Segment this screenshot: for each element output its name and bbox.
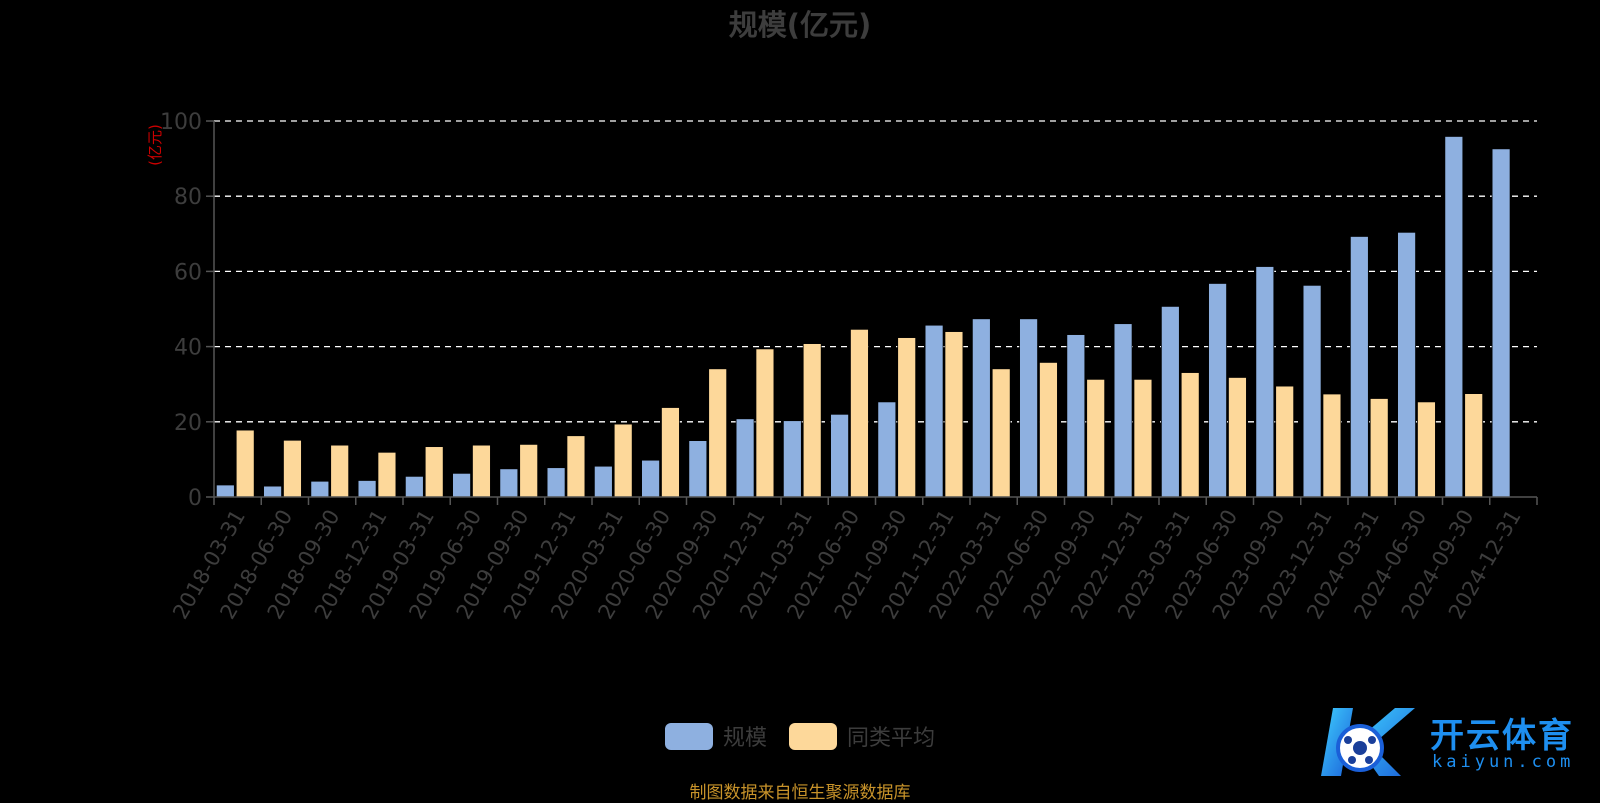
bar-peer-average[interactable] [1133, 378, 1153, 498]
bar-scale[interactable] [688, 440, 708, 498]
bar-scale[interactable] [782, 420, 802, 498]
legend-label-peer-average: 同类平均 [847, 726, 936, 751]
bar-scale[interactable] [830, 413, 849, 498]
bar-scale[interactable] [1113, 323, 1133, 498]
chart-title: 规模(亿元) [728, 8, 872, 42]
watermark-domain: kaiyun.com [1432, 752, 1575, 772]
bar-peer-average[interactable] [283, 439, 302, 498]
bar-scale[interactable] [1302, 284, 1322, 498]
legend-label-scale: 规模 [722, 726, 767, 751]
bar-scale[interactable] [1444, 136, 1464, 498]
bar-peer-average[interactable] [850, 328, 869, 498]
bar-scale[interactable] [924, 324, 944, 498]
bar-scale[interactable] [1160, 305, 1180, 498]
bar-peer-average[interactable] [424, 446, 444, 498]
bar-peer-average[interactable] [330, 444, 350, 498]
y-tick-label: 100 [160, 110, 202, 135]
bar-peer-average[interactable] [1369, 398, 1389, 498]
bar-scale[interactable] [310, 480, 330, 498]
bar-scale[interactable] [1397, 231, 1416, 498]
bar-peer-average[interactable] [802, 343, 822, 498]
y-axis-label: (亿元) [146, 124, 164, 166]
bar-peer-average[interactable] [1417, 401, 1436, 498]
legend-swatch-scale [664, 722, 713, 750]
bar-peer-average[interactable] [991, 368, 1011, 498]
bar-scale[interactable] [1255, 266, 1275, 498]
bar-peer-average[interactable] [1086, 378, 1106, 498]
bar-peer-average[interactable] [708, 368, 728, 498]
bar-scale[interactable] [971, 318, 991, 498]
bar-scale[interactable] [593, 465, 613, 498]
bar-scale[interactable] [499, 468, 519, 498]
y-tick-label: 60 [174, 260, 202, 285]
bars-layer [215, 136, 1511, 498]
bar-peer-average[interactable] [1228, 377, 1247, 498]
y-tick-label: 80 [174, 185, 202, 210]
bar-peer-average[interactable] [1464, 393, 1484, 498]
bar-scale[interactable] [357, 480, 377, 498]
bar-scale[interactable] [1491, 148, 1511, 498]
bar-scale[interactable] [215, 484, 235, 498]
y-tick-label: 0 [188, 486, 202, 511]
bar-scale[interactable] [452, 472, 471, 498]
bar-scale[interactable] [735, 418, 755, 498]
bar-peer-average[interactable] [566, 435, 586, 498]
bar-peer-average[interactable] [613, 423, 633, 498]
bar-peer-average[interactable] [472, 444, 491, 498]
bar-peer-average[interactable] [1039, 361, 1058, 498]
bar-scale[interactable] [263, 485, 282, 498]
bar-peer-average[interactable] [944, 331, 964, 498]
watermark-brand: 开云体育 [1430, 716, 1574, 756]
y-tick-label: 20 [174, 411, 202, 436]
bar-peer-average[interactable] [1275, 385, 1295, 498]
bar-scale[interactable] [1349, 236, 1369, 498]
bar-peer-average[interactable] [377, 451, 397, 498]
bar-peer-average[interactable] [1322, 393, 1342, 498]
bar-peer-average[interactable] [235, 429, 255, 498]
kaiyun-logo-icon [1321, 708, 1415, 776]
grid-lines [214, 120, 1537, 423]
bar-scale[interactable] [641, 459, 660, 498]
legend-item-scale[interactable]: 规模 [664, 720, 767, 752]
legend-item-peer-average[interactable]: 同类平均 [789, 720, 935, 752]
data-source-note: 制图数据来自恒生聚源数据库 [689, 783, 911, 803]
bar-scale[interactable] [1208, 283, 1227, 498]
bar-scale[interactable] [1066, 334, 1086, 498]
bar-scale[interactable] [404, 475, 424, 498]
legend: 规模 同类平均 [0, 720, 1600, 752]
axes-layer: 0204060801002018-03-312018-06-302018-09-… [160, 110, 1538, 623]
bar-peer-average[interactable] [661, 407, 680, 498]
bar-peer-average[interactable] [519, 443, 539, 498]
legend-swatch-peer-average [789, 722, 837, 750]
bar-peer-average[interactable] [897, 337, 917, 498]
watermark-logo [1315, 698, 1600, 788]
bar-scale[interactable] [1019, 318, 1038, 498]
bar-peer-average[interactable] [755, 348, 775, 498]
bar-peer-average[interactable] [1180, 372, 1200, 498]
bar-scale[interactable] [877, 401, 897, 498]
y-tick-label: 40 [174, 336, 202, 361]
bar-scale[interactable] [546, 467, 566, 498]
